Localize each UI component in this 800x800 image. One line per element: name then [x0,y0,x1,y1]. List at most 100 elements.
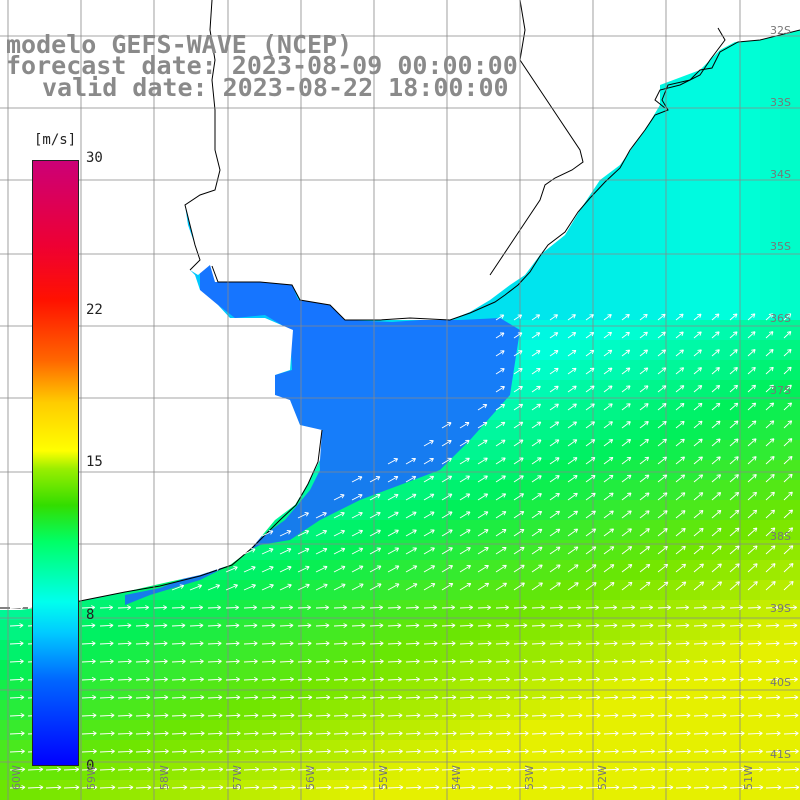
wind-arrow [729,641,744,646]
field-cell [600,620,620,640]
field-cell [480,420,500,440]
wind-arrow [351,641,366,646]
wind-arrow [135,785,152,790]
wind-arrow [261,713,277,718]
wind-arrow [171,641,186,646]
field-cell [60,780,80,800]
field-cell [580,720,600,740]
field-cell [640,140,660,160]
wind-arrow [693,527,704,537]
wind-arrow [765,785,782,790]
field-cell [780,600,800,620]
field-cell [520,520,540,540]
field-cell [280,760,300,780]
field-cell [760,220,780,240]
field-cell [780,280,800,300]
field-cell [740,140,760,160]
wind-arrow [729,438,739,447]
wind-arrow [387,749,403,754]
wind-arrow [585,564,597,573]
wind-arrow [657,510,668,519]
field-cell [600,500,620,520]
field-cell [560,520,580,540]
field-cell [760,260,780,280]
field-cell [680,180,700,200]
wind-arrow [531,528,543,537]
wind-arrow [531,385,541,393]
field-cell [740,200,760,220]
wind-arrow [783,491,793,501]
wind-arrow [693,545,704,555]
wind-arrow [675,713,691,718]
field-cell [600,420,620,440]
wind-arrow [675,767,692,772]
field-cell [260,620,280,640]
wind-arrow [423,695,439,700]
wind-arrow [297,605,312,610]
field-cell [500,480,520,500]
field-cell [540,660,560,680]
field-cell [220,720,240,740]
wind-arrow [567,677,582,682]
wind-arrow [783,563,794,573]
wind-arrow [459,659,474,664]
field-cell [120,720,140,740]
field-cell [220,740,240,760]
field-cell [20,780,40,800]
wind-arrow [603,421,613,429]
field-cell [80,600,100,620]
field-cell [560,780,580,800]
wind-arrow [459,695,475,700]
field-cell [520,780,540,800]
field-cell [540,640,560,660]
wind-arrows [9,313,800,790]
field-cell [620,720,640,740]
wind-arrow [531,659,546,664]
field-cell [420,560,440,580]
field-cell [540,600,560,620]
field-cell [360,620,380,640]
wind-arrow [513,785,530,790]
wind-arrow [585,349,595,357]
wind-arrow [621,581,633,591]
field-cell [760,160,780,180]
wind-arrow [675,438,685,447]
wind-arrow [459,475,471,483]
wind-arrow [585,677,600,682]
field-cell [740,220,760,240]
field-cell [620,460,640,480]
wind-arrow [441,605,456,610]
field-cell [640,300,660,320]
wind-arrow [315,547,328,555]
wind-arrow [675,456,686,465]
field-cell [660,100,680,120]
field-cell [400,700,420,720]
wind-arrow [513,421,524,429]
field-cell [460,660,480,680]
field-cell [400,620,420,640]
wind-arrow [9,677,24,682]
wind-arrow [549,546,561,555]
wind-arrow [243,767,260,772]
wind-arrow [459,439,470,447]
field-cell [160,600,180,620]
wind-arrow [81,767,98,772]
lon-label-54w: 54W [450,765,463,790]
wind-arrow [243,731,259,736]
wind-arrow [621,385,631,393]
wind-arrow [567,713,583,718]
field-cell [580,260,600,280]
wind-arrow [135,623,150,628]
field-cell [480,440,500,460]
wind-arrow [603,349,613,357]
wind-arrow [621,474,632,483]
wind-arrow [261,565,274,573]
wind-arrow [459,731,475,736]
wind-arrow [729,659,744,664]
field-cell [740,280,760,300]
field-cell [520,500,540,520]
field-cell [520,400,540,420]
wind-arrow [513,564,525,573]
wind-arrow [549,659,564,664]
wind-arrow [279,565,292,573]
